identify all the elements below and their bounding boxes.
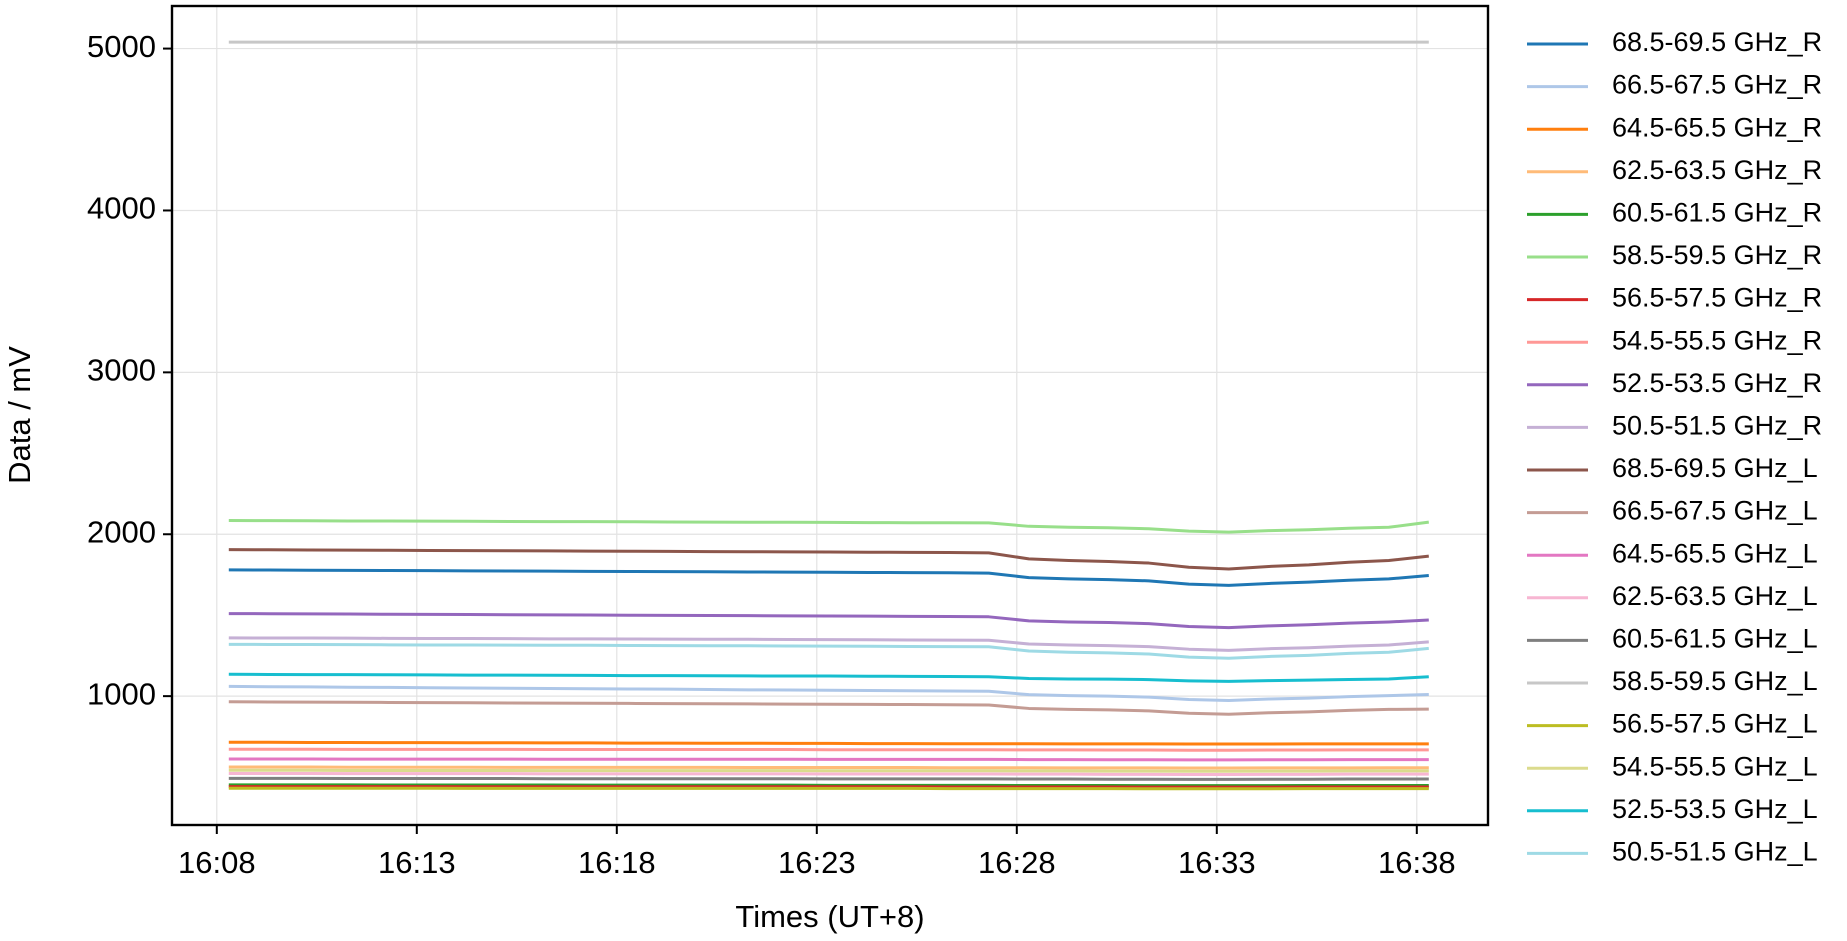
legend-label: 68.5-69.5 GHz_L [1612,453,1818,483]
y-tick-label: 3000 [87,353,156,388]
x-tick-label: 16:33 [1178,845,1256,880]
series-line [228,772,1429,776]
legend-label: 58.5-59.5 GHz_R [1612,240,1822,270]
series-line [228,768,1429,773]
legend-label: 50.5-51.5 GHz_R [1612,411,1822,441]
legend-label: 68.5-69.5 GHz_R [1612,27,1822,57]
plot-frame [170,4,1490,827]
series-line [228,757,1429,762]
series-line [228,684,1429,703]
x-tick-label: 16:18 [578,845,656,880]
legend-label: 54.5-55.5 GHz_L [1612,751,1818,781]
legend-label: 66.5-67.5 GHz_L [1612,496,1818,526]
y-axis-label: Data / mV [2,346,37,484]
x-tick-label: 16:08 [178,845,256,880]
legend-label: 66.5-67.5 GHz_R [1612,70,1822,100]
legend-label: 62.5-63.5 GHz_L [1612,581,1818,611]
legend-label: 52.5-53.5 GHz_R [1612,368,1822,398]
series-line [228,747,1429,752]
series-line [228,518,1429,534]
legend-label: 62.5-63.5 GHz_R [1612,155,1822,185]
y-tick-label: 5000 [87,29,156,64]
legend-label: 64.5-65.5 GHz_R [1612,112,1822,142]
legend-label: 56.5-57.5 GHz_R [1612,283,1822,313]
series-line [228,568,1429,587]
series-line [228,776,1429,781]
y-tick-label: 4000 [87,191,156,226]
legend-label: 64.5-65.5 GHz_L [1612,538,1818,568]
series-line [228,636,1429,652]
series-line [228,642,1429,660]
series-line [228,740,1429,746]
legend-label: 60.5-61.5 GHz_R [1612,198,1822,228]
x-tick-label: 16:13 [378,845,456,880]
legend-label: 60.5-61.5 GHz_L [1612,624,1818,654]
series-line [228,765,1429,770]
legend-label: 52.5-53.5 GHz_L [1612,794,1818,824]
series-line [228,700,1429,716]
x-tick-label: 16:28 [978,845,1056,880]
legend-label: 50.5-51.5 GHz_L [1612,837,1818,867]
y-tick-label: 2000 [87,514,156,549]
x-tick-label: 16:38 [1378,845,1456,880]
legend-label: 58.5-59.5 GHz_L [1612,666,1818,696]
x-axis-label: Times (UT+8) [735,899,924,934]
x-tick-label: 16:23 [778,845,856,880]
legend-label: 56.5-57.5 GHz_L [1612,709,1818,739]
series-line [228,672,1429,683]
series-line [228,612,1429,630]
legend-label: 54.5-55.5 GHz_R [1612,325,1822,355]
y-tick-label: 1000 [87,676,156,711]
series-line [228,548,1429,571]
